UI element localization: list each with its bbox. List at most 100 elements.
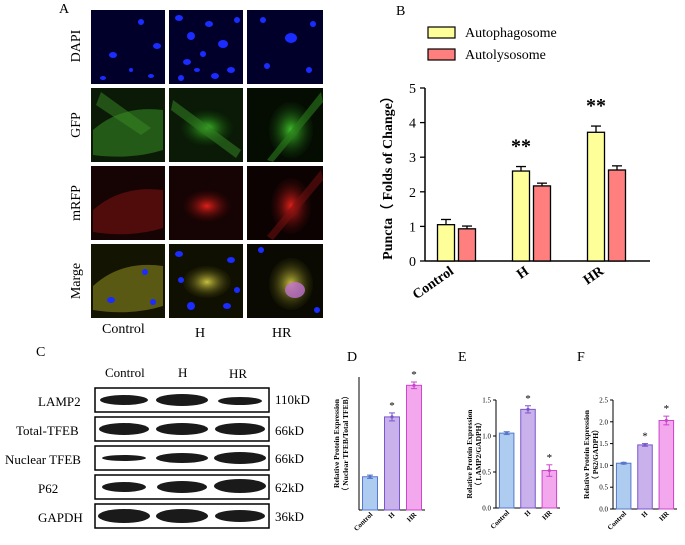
y-tick-label: 2.0 bbox=[599, 418, 608, 426]
row-label-mrfp: mRFP bbox=[69, 185, 84, 221]
bar bbox=[637, 444, 653, 510]
lane-label-h: H bbox=[178, 365, 188, 380]
significance-marker: * bbox=[411, 369, 417, 381]
data-point bbox=[643, 443, 647, 447]
micrograph-grid bbox=[91, 10, 323, 318]
y-tick-label: 2 bbox=[409, 186, 416, 201]
micrograph-svg bbox=[91, 10, 323, 318]
y-tick-label: 0.5 bbox=[482, 469, 491, 477]
blot-area bbox=[94, 387, 270, 530]
y-tick-label: 4 bbox=[409, 117, 416, 132]
bar bbox=[607, 169, 627, 262]
chart-f: 0.0 0.5 1.0 1.5 2.0 2.5 Control * H * HR Relative P… bbox=[577, 350, 677, 532]
x-tick-label: HR bbox=[658, 509, 672, 523]
bar bbox=[520, 408, 536, 509]
size-label-gapdh: 36kD bbox=[275, 509, 304, 524]
chart-b: Autophagosome Autolysosome 0 1 2 3 4 5 Control **… bbox=[380, 26, 650, 303]
size-label-nuclear-tfeb: 66kD bbox=[275, 451, 304, 466]
y-tick-label: 0.5 bbox=[599, 484, 608, 492]
protein-label-nuclear-tfeb: Nuclear TFEB bbox=[5, 452, 81, 467]
panel-f-letter: F bbox=[577, 350, 585, 365]
bar bbox=[511, 170, 531, 262]
significance-marker: * bbox=[547, 452, 553, 464]
x-tick-label: Control bbox=[352, 511, 374, 533]
lane-label-control: Control bbox=[105, 365, 145, 380]
x-tick-label: Control bbox=[410, 264, 457, 303]
y-axis-label: Relative Protein Expression bbox=[332, 398, 341, 488]
data-point bbox=[547, 468, 551, 473]
col-label-hr: HR bbox=[272, 326, 292, 341]
mrfp-row bbox=[91, 166, 323, 240]
size-label-lamp2: 110kD bbox=[275, 392, 310, 407]
bar bbox=[362, 476, 378, 511]
data-point bbox=[526, 407, 530, 411]
bar bbox=[457, 228, 477, 262]
data-point bbox=[368, 475, 372, 479]
size-label-total-tfeb: 66kD bbox=[275, 423, 304, 438]
lane-label-hr: HR bbox=[229, 366, 248, 381]
y-axis-label: Relative Protein Expression bbox=[582, 409, 591, 499]
y-tick-label: 5 bbox=[409, 82, 416, 97]
protein-label-lamp2: LAMP2 bbox=[38, 394, 81, 409]
protein-label-p62: P62 bbox=[38, 481, 59, 496]
y-axis-label: （ Nuclear TFEB/Total TFEB） bbox=[340, 392, 350, 495]
chart-d: Control * H * HR Relative Protein Expression （… bbox=[332, 350, 425, 533]
y-axis-label: Puncta（ Folds of Change） bbox=[380, 89, 396, 260]
y-tick-label: 1.5 bbox=[482, 397, 491, 405]
significance-marker: * bbox=[389, 400, 395, 412]
protein-label-total-tfeb: Total-TFEB bbox=[16, 423, 79, 438]
panel-d-letter: D bbox=[347, 350, 357, 365]
bar bbox=[406, 384, 422, 511]
row-label-dapi: DAPI bbox=[69, 29, 84, 63]
significance-marker: ** bbox=[586, 95, 606, 117]
y-axis-label: Relative Protein Expression bbox=[465, 409, 474, 499]
panel-a-letter: A bbox=[59, 2, 70, 17]
col-label-control: Control bbox=[102, 322, 145, 337]
data-point bbox=[390, 415, 394, 419]
y-tick-label: 3 bbox=[409, 151, 416, 166]
chart-e: 0.0 0.5 1.0 1.5 Control * H * HR Relative Protein… bbox=[458, 350, 560, 531]
y-tick-label: 1.0 bbox=[482, 433, 491, 441]
merge-row bbox=[91, 244, 323, 318]
significance-marker: * bbox=[525, 393, 531, 405]
bar bbox=[532, 185, 552, 262]
data-point bbox=[622, 461, 626, 465]
y-tick-label: 1.0 bbox=[599, 462, 608, 470]
x-tick-label: H bbox=[514, 264, 532, 283]
bar bbox=[384, 416, 400, 511]
x-tick-label: H bbox=[387, 510, 397, 520]
gfp-row bbox=[91, 88, 323, 162]
dapi-row bbox=[91, 10, 323, 84]
y-axis-label: （ P62/GADPH） bbox=[590, 425, 600, 483]
x-tick-label: H bbox=[640, 509, 650, 519]
significance-marker: * bbox=[664, 403, 670, 415]
grid-lines bbox=[91, 10, 323, 318]
y-tick-label: 0 bbox=[409, 255, 416, 270]
y-tick-label: 2.5 bbox=[599, 397, 608, 405]
significance-marker: * bbox=[642, 431, 648, 443]
legend-label-1: Autolysosome bbox=[465, 48, 546, 63]
panel-e-letter: E bbox=[458, 350, 467, 365]
y-tick-label: 1.5 bbox=[599, 440, 608, 448]
x-tick-label: H bbox=[523, 508, 533, 518]
legend-swatch-0 bbox=[427, 26, 456, 39]
bar bbox=[615, 462, 632, 510]
data-point bbox=[412, 383, 416, 387]
panel-c-letter: C bbox=[36, 345, 46, 360]
data-point bbox=[664, 418, 668, 423]
x-tick-label: HR bbox=[405, 510, 419, 524]
significance-marker: ** bbox=[511, 136, 531, 158]
col-label-h: H bbox=[195, 326, 206, 341]
x-tick-label: HR bbox=[581, 263, 608, 288]
x-tick-label: Control bbox=[606, 510, 628, 532]
x-tick-label: Control bbox=[489, 509, 511, 531]
y-tick-label: 1 bbox=[409, 220, 416, 235]
panel-b-letter: B bbox=[396, 4, 406, 19]
legend-swatch-1 bbox=[427, 48, 456, 61]
protein-label-gapdh: GAPDH bbox=[38, 510, 83, 525]
blot-svg bbox=[94, 387, 270, 529]
row-label-merge: Marge bbox=[69, 262, 84, 300]
bar bbox=[436, 224, 456, 262]
legend-label-0: Autophagosome bbox=[465, 26, 557, 41]
y-tick-label: 0.0 bbox=[599, 506, 608, 514]
